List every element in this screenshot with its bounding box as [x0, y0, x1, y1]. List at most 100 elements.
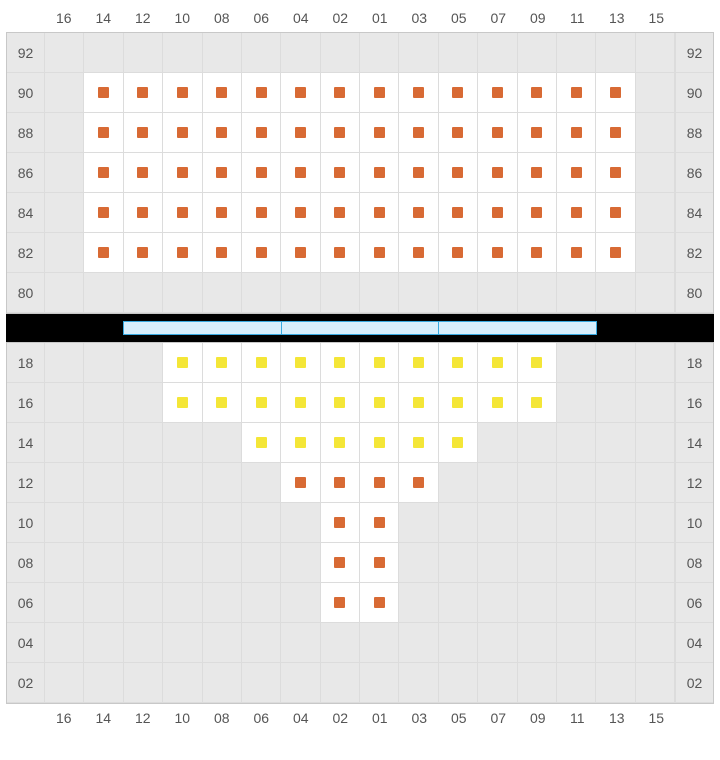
seat[interactable] — [242, 113, 281, 153]
seat[interactable] — [478, 343, 517, 383]
seat[interactable] — [439, 233, 478, 273]
seat[interactable] — [557, 153, 596, 193]
seat[interactable] — [596, 193, 635, 233]
seat[interactable] — [596, 73, 635, 113]
seat[interactable] — [360, 73, 399, 113]
seat[interactable] — [439, 383, 478, 423]
seat[interactable] — [518, 113, 557, 153]
seat[interactable] — [321, 153, 360, 193]
seat[interactable] — [439, 153, 478, 193]
seat[interactable] — [360, 343, 399, 383]
seat[interactable] — [399, 463, 438, 503]
seat[interactable] — [518, 73, 557, 113]
seat[interactable] — [281, 153, 320, 193]
seat[interactable] — [281, 73, 320, 113]
seat[interactable] — [124, 153, 163, 193]
seat[interactable] — [478, 113, 517, 153]
seat[interactable] — [124, 73, 163, 113]
seat[interactable] — [84, 233, 123, 273]
seat[interactable] — [557, 113, 596, 153]
seat[interactable] — [163, 113, 202, 153]
seat[interactable] — [281, 423, 320, 463]
seat[interactable] — [163, 383, 202, 423]
seat[interactable] — [321, 113, 360, 153]
seat[interactable] — [399, 73, 438, 113]
seat[interactable] — [518, 343, 557, 383]
seat[interactable] — [84, 113, 123, 153]
seat[interactable] — [360, 543, 399, 583]
seat[interactable] — [242, 193, 281, 233]
seat[interactable] — [478, 193, 517, 233]
seat[interactable] — [557, 193, 596, 233]
seat[interactable] — [518, 193, 557, 233]
seat[interactable] — [478, 383, 517, 423]
seat[interactable] — [242, 233, 281, 273]
seat[interactable] — [203, 193, 242, 233]
seat[interactable] — [242, 423, 281, 463]
seat[interactable] — [281, 233, 320, 273]
seat[interactable] — [242, 153, 281, 193]
seat[interactable] — [203, 233, 242, 273]
seat[interactable] — [596, 153, 635, 193]
seat[interactable] — [360, 583, 399, 623]
seat[interactable] — [242, 343, 281, 383]
seat[interactable] — [321, 193, 360, 233]
seat[interactable] — [321, 543, 360, 583]
seat[interactable] — [360, 423, 399, 463]
seat[interactable] — [163, 193, 202, 233]
seat[interactable] — [242, 73, 281, 113]
seat[interactable] — [203, 383, 242, 423]
seat[interactable] — [557, 233, 596, 273]
seat[interactable] — [163, 343, 202, 383]
seat[interactable] — [321, 503, 360, 543]
seat[interactable] — [360, 153, 399, 193]
seat[interactable] — [399, 193, 438, 233]
seat[interactable] — [163, 153, 202, 193]
seat[interactable] — [360, 233, 399, 273]
seat[interactable] — [321, 463, 360, 503]
seat[interactable] — [478, 73, 517, 113]
seat[interactable] — [518, 383, 557, 423]
seat[interactable] — [321, 383, 360, 423]
seat[interactable] — [518, 233, 557, 273]
seat[interactable] — [439, 193, 478, 233]
seat[interactable] — [360, 383, 399, 423]
seat[interactable] — [281, 343, 320, 383]
seat[interactable] — [321, 423, 360, 463]
seat[interactable] — [281, 463, 320, 503]
seat[interactable] — [203, 343, 242, 383]
seat[interactable] — [124, 233, 163, 273]
seat[interactable] — [557, 73, 596, 113]
seat[interactable] — [84, 153, 123, 193]
seat[interactable] — [163, 233, 202, 273]
seat[interactable] — [321, 343, 360, 383]
seat[interactable] — [360, 503, 399, 543]
seat[interactable] — [360, 113, 399, 153]
seat[interactable] — [360, 463, 399, 503]
seat[interactable] — [399, 423, 438, 463]
seat[interactable] — [439, 73, 478, 113]
seat[interactable] — [478, 153, 517, 193]
seat[interactable] — [281, 113, 320, 153]
seat[interactable] — [439, 343, 478, 383]
seat[interactable] — [360, 193, 399, 233]
seat[interactable] — [321, 233, 360, 273]
seat[interactable] — [84, 73, 123, 113]
seat[interactable] — [281, 193, 320, 233]
seat[interactable] — [399, 113, 438, 153]
seat[interactable] — [124, 193, 163, 233]
seat[interactable] — [242, 383, 281, 423]
seat[interactable] — [596, 233, 635, 273]
seat[interactable] — [596, 113, 635, 153]
seat[interactable] — [518, 153, 557, 193]
seat[interactable] — [439, 113, 478, 153]
seat[interactable] — [84, 193, 123, 233]
seat[interactable] — [399, 343, 438, 383]
seat[interactable] — [163, 73, 202, 113]
seat[interactable] — [203, 153, 242, 193]
seat[interactable] — [321, 583, 360, 623]
seat[interactable] — [399, 233, 438, 273]
seat[interactable] — [439, 423, 478, 463]
seat[interactable] — [203, 113, 242, 153]
seat[interactable] — [124, 113, 163, 153]
